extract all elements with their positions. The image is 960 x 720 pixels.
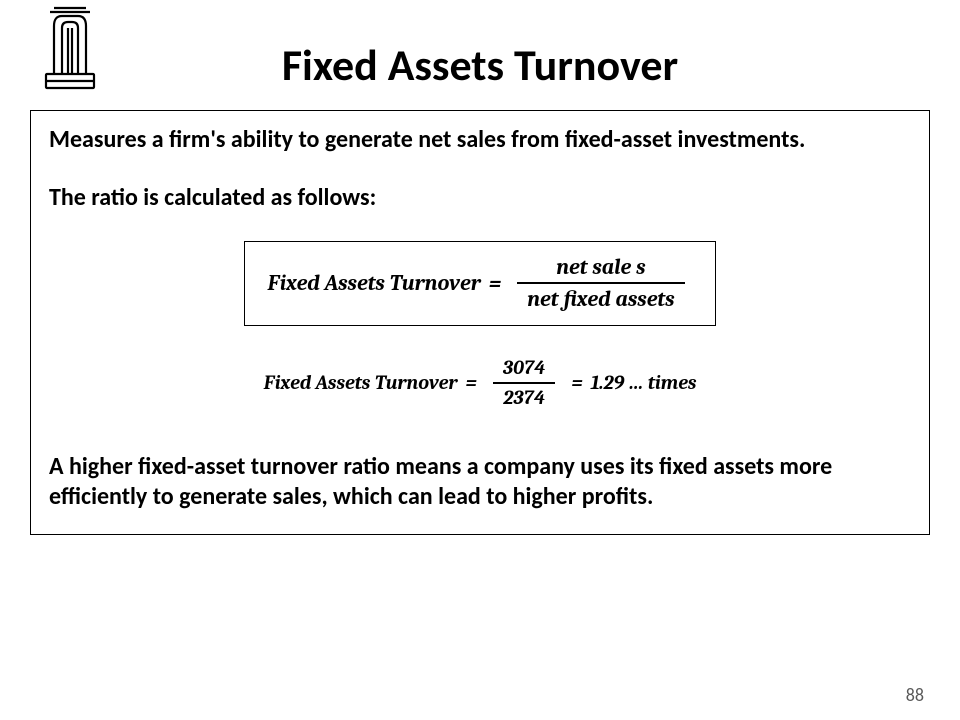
formula-fraction: net sale s net fixed assets: [517, 252, 684, 315]
equals-icon: =: [465, 371, 476, 394]
formula2-lhs: Fixed Assets Turnover: [264, 371, 458, 394]
formula-definition: Fixed Assets Turnover = net sale s net f…: [244, 241, 715, 326]
formula2-denominator: 2374: [493, 384, 555, 412]
institution-logo-icon: [40, 6, 100, 96]
calc-lead-text: The ratio is calculated as follows:: [49, 183, 911, 213]
intro-text: Measures a firm's ability to generate ne…: [49, 125, 911, 155]
formula-computation: Fixed Assets Turnover = 3074 2374 = 1.29…: [49, 354, 911, 412]
equals-icon: =: [489, 270, 502, 296]
page-number: 88: [906, 684, 924, 706]
formula2-fraction: 3074 2374: [493, 354, 555, 412]
formula-definition-wrap: Fixed Assets Turnover = net sale s net f…: [49, 241, 911, 326]
formula-denominator: net fixed assets: [517, 284, 684, 314]
formula-numerator: net sale s: [546, 252, 655, 282]
slide-title: Fixed Assets Turnover: [28, 38, 932, 92]
conclusion-text: A higher fixed-asset turnover ratio mean…: [49, 452, 911, 512]
slide: Fixed Assets Turnover Measures a firm's …: [0, 0, 960, 720]
formula2-numerator: 3074: [493, 354, 555, 382]
formula2-result: 1.29 … times: [591, 371, 697, 394]
content-box: Measures a firm's ability to generate ne…: [30, 110, 930, 535]
formula-lhs: Fixed Assets Turnover: [267, 270, 480, 296]
equals-icon: =: [571, 371, 582, 394]
